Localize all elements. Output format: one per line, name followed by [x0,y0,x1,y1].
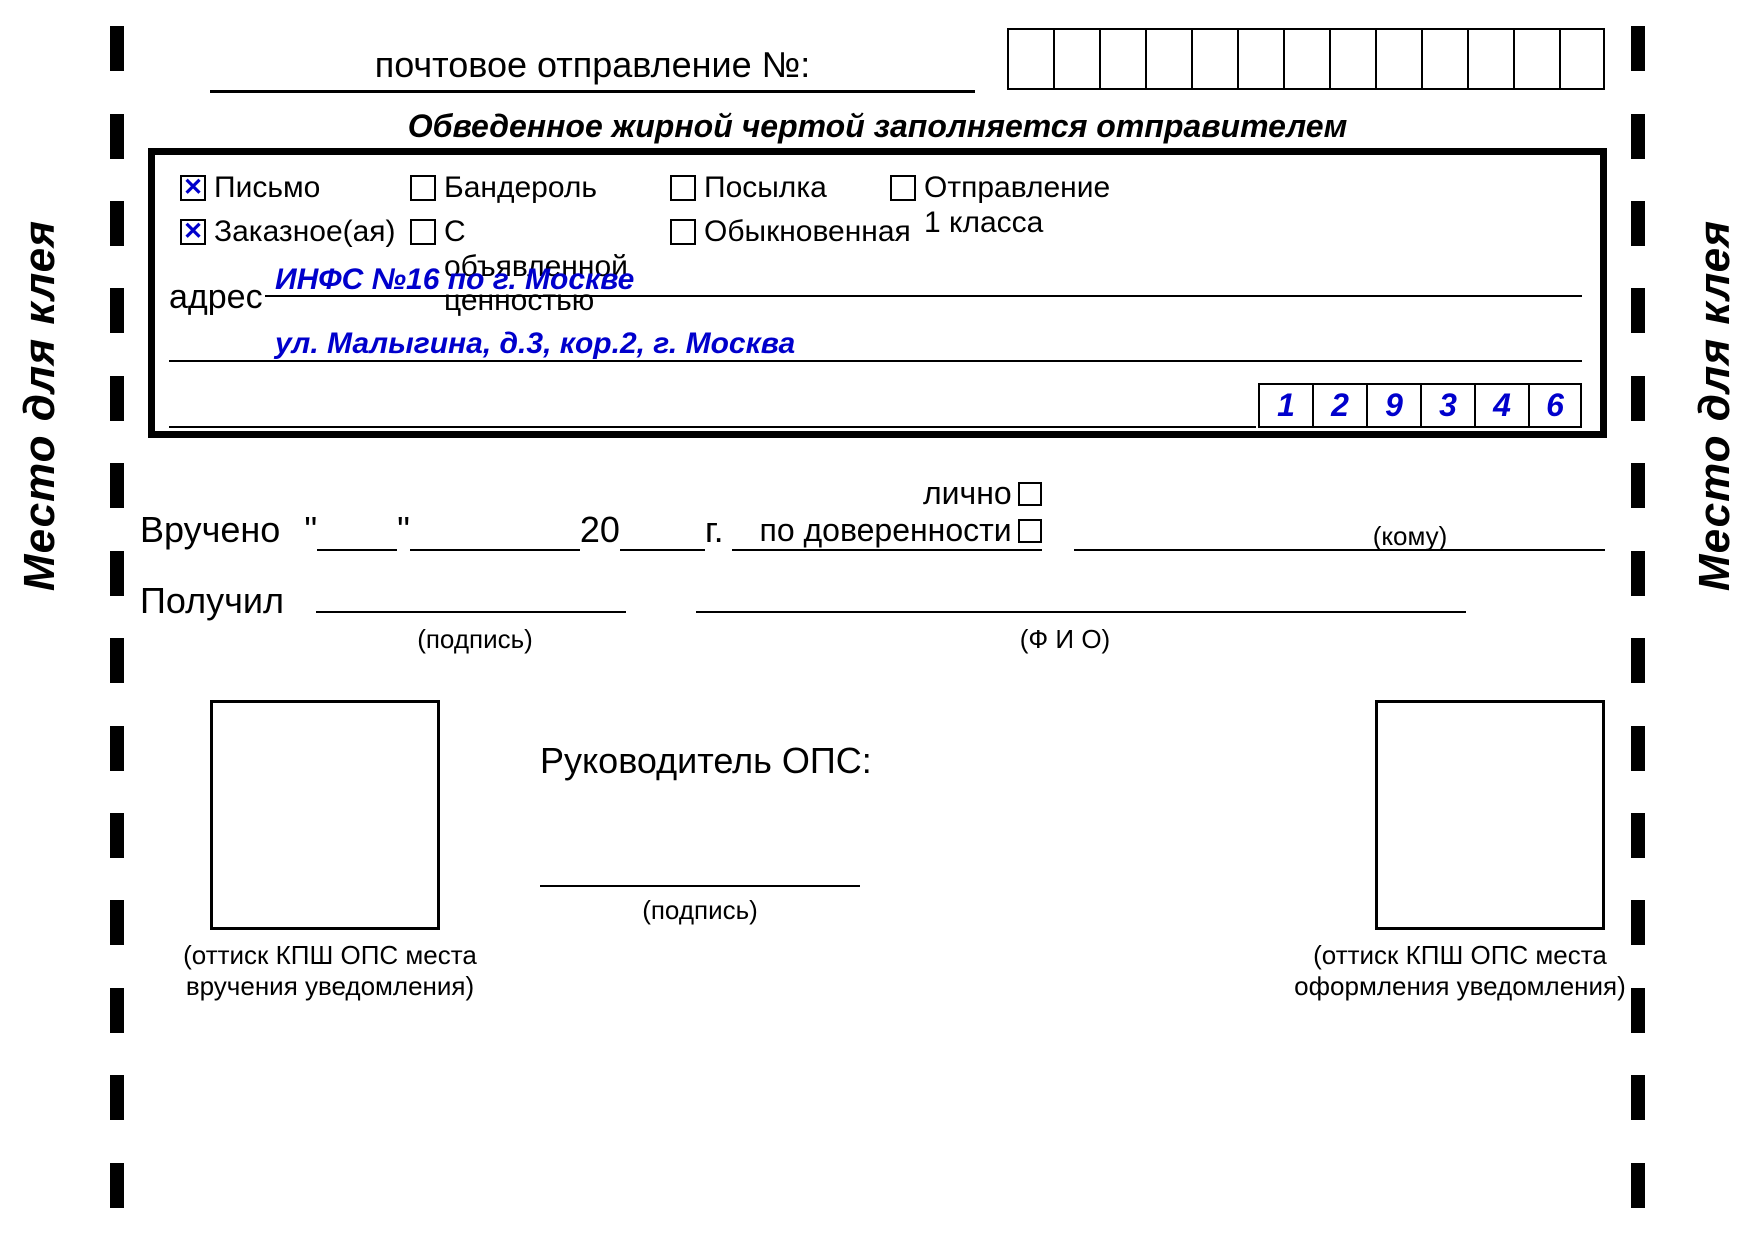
address-line-1-value: ИНФС №16 по г. Москве [275,263,634,297]
zip-digit[interactable]: 2 [1312,383,1366,428]
side-label-right: Место для клея [1690,220,1740,591]
handed-prefix: Вручено [140,509,280,551]
stamp-box-left [210,700,440,930]
address-line-3-underline[interactable] [169,426,1256,428]
received-label: Получил [140,580,284,621]
address-line-2-value: ул. Малыгина, д.3, кор.2, г. Москва [275,327,795,361]
address-line-1-underline[interactable] [265,295,1582,297]
checkbox-box[interactable] [180,175,206,201]
checkbox-Письмо[interactable]: Письмо [180,171,380,206]
signature-caption: (подпись) [320,624,630,655]
checkbox-Бандероль[interactable]: Бандероль [410,171,640,206]
fio-field[interactable] [696,611,1466,613]
address-line-2-underline[interactable] [169,360,1582,362]
director-label: Руководитель ОПС: [540,740,872,782]
stamp-caption-left: (оттиск КПШ ОПС места вручения уведомлен… [180,940,480,1002]
checkbox-Посылка[interactable]: Посылка [670,171,860,206]
handed-day-field[interactable] [317,549,397,551]
handed-row: Вручено " " 20 г. лично по доверенности … [140,475,1605,551]
checkbox-label: Бандероль [444,171,597,206]
sender-box: ПисьмоБандерольПосылкаОтправление 1 клас… [148,148,1607,438]
shipment-number-label: почтовое отправление №: [210,44,975,93]
checkbox-label: Посылка [704,171,827,206]
checkbox-box[interactable] [410,175,436,201]
lichno-label: лично [923,475,1012,512]
zip-digit[interactable]: 1 [1258,383,1312,428]
checkbox-box[interactable] [670,219,696,245]
received-row: Получил (подпись) (Ф И О) [140,580,1605,622]
stamp-box-right [1375,700,1605,930]
checkbox-Заказное(ая)[interactable]: Заказное(ая) [180,215,380,250]
zip-digit[interactable]: 4 [1474,383,1528,428]
zip-digit[interactable]: 3 [1420,383,1474,428]
checkbox-box[interactable] [670,175,696,201]
zip-digit[interactable]: 6 [1528,383,1582,428]
dashed-border-left [110,0,124,1234]
fio-caption: (Ф И О) [680,624,1450,655]
zip-digit[interactable]: 9 [1366,383,1420,428]
instruction-text: Обведенное жирной чертой заполняется отп… [140,108,1615,145]
handed-month-field[interactable] [410,549,580,551]
checkbox-label: Письмо [214,171,320,206]
director-signature-field[interactable] [540,885,860,887]
checkbox-label: Заказное(ая) [214,215,396,250]
signature-field[interactable] [316,611,626,613]
checkbox-box[interactable] [410,219,436,245]
shipment-number-cells[interactable] [1007,28,1605,90]
dashed-border-right [1631,0,1645,1234]
checkbox-box[interactable] [890,175,916,201]
handed-year-field[interactable] [620,549,705,551]
zip-code-cells[interactable]: 129346 [1258,383,1582,428]
lichno-checkbox[interactable] [1018,482,1042,506]
attorney-label: по доверенности [759,512,1011,549]
shipment-number-row: почтовое отправление №: [140,28,1615,98]
checkbox-box[interactable] [180,219,206,245]
attorney-checkbox[interactable] [1018,519,1042,543]
to-whom-caption: (кому) [1215,521,1605,552]
stamp-caption-right: (оттиск КПШ ОПС места оформления уведомл… [1280,940,1640,1002]
checkbox-label: Обыкновенная [704,215,911,250]
side-label-left: Место для клея [15,220,65,591]
director-signature-caption: (подпись) [540,895,860,926]
address-label: адрес [169,278,263,317]
checkbox-Обыкновенная[interactable]: Обыкновенная [670,215,920,250]
